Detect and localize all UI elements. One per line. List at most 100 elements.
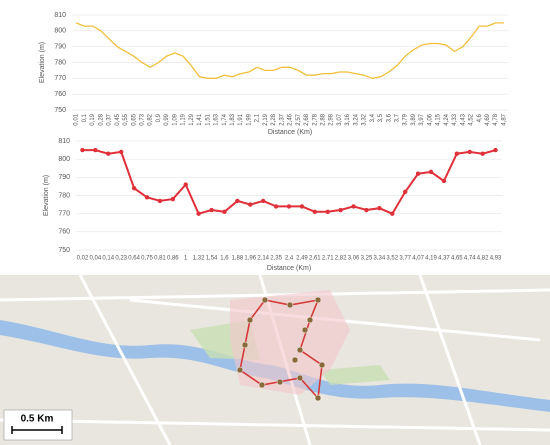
marker (209, 207, 214, 213)
x-tick-label: 3,07 (337, 113, 343, 125)
x-tick-label: 2,28 (271, 113, 277, 125)
y-tick-label: 810 (54, 12, 66, 19)
x-tick-label: 1,09 (172, 113, 178, 125)
x-tick-label: 2,4 (285, 256, 294, 262)
x-tick-label: 2,37 (279, 113, 285, 125)
x-tick-label: 4,93 (490, 256, 502, 262)
x-tick-label: 3,24 (353, 113, 359, 125)
x-tick-label: 4,33 (452, 113, 458, 125)
marker (441, 178, 447, 184)
x-tick-label: 0,64 (128, 256, 140, 262)
x-tick-label: 2,98 (329, 113, 335, 125)
y-tick-label: 770 (58, 211, 70, 218)
marker (428, 169, 434, 175)
x-tick-label: 3,25 (361, 256, 373, 262)
y-tick-label: 760 (58, 229, 70, 236)
marker (402, 189, 408, 195)
x-tick-label: 4,15 (436, 113, 442, 125)
x-tick-label: 3,77 (399, 256, 411, 262)
x-tick-label: 3,16 (345, 113, 351, 125)
x-tick-label: 1,99 (246, 113, 252, 125)
x-tick-label: 2,49 (296, 256, 308, 262)
x-tick-label: 2,78 (312, 113, 318, 125)
x-tick-label: 4,52 (469, 113, 475, 125)
x-tick-label: 2,82 (335, 256, 347, 262)
x-tick-label: 3,7 (395, 113, 401, 122)
x-tick-label: 3,6 (386, 113, 392, 122)
marker (377, 206, 382, 211)
marker (106, 151, 111, 156)
x-tick-label: 4,65 (451, 256, 463, 262)
x-tick-label: 1,54 (206, 256, 218, 262)
x-tick-label: 0,28 (98, 113, 104, 125)
x-tick-label: 1,51 (205, 113, 211, 125)
x-tick-label: 2,71 (322, 256, 334, 262)
scale-bar (11, 426, 63, 434)
x-tick-label: 0,37 (107, 113, 113, 125)
x-axis-label: Distance (Km) (268, 129, 312, 136)
y-tick-label: 790 (58, 174, 70, 181)
x-axis-label: Distance (Km) (267, 265, 311, 272)
marker (235, 198, 240, 204)
x-tick-label: 3,97 (419, 113, 425, 125)
x-tick-label: 2,88 (320, 113, 326, 125)
x-tick-label: 4,74 (464, 256, 476, 262)
x-tick-label: 3,34 (374, 256, 386, 262)
x-tick-label: 4,82 (477, 256, 489, 262)
x-tick-label: 0,82 (148, 113, 154, 125)
marker (467, 149, 472, 155)
x-tick-label: 1,88 (232, 256, 244, 262)
park (320, 365, 390, 385)
x-tick-label: 0,55 (123, 113, 129, 125)
y-axis-label: Elevation (m) (43, 175, 50, 216)
marker (248, 202, 253, 207)
scale-label: 0.5 Km (21, 414, 54, 425)
x-tick-label: 3,06 (348, 256, 360, 262)
marker (118, 149, 124, 155)
marker (273, 204, 279, 209)
x-tick-label: 0,04 (90, 256, 102, 262)
x-tick-label: 1 (184, 256, 188, 262)
x-tick-label: 2,14 (257, 256, 269, 262)
x-tick-label: 2,46 (288, 113, 294, 125)
x-tick-label: 1,74 (222, 113, 228, 125)
x-tick-label: 3,32 (362, 113, 368, 125)
x-tick-label: 4,87 (501, 113, 507, 125)
marker (364, 207, 369, 213)
x-tick-label: 2,57 (296, 113, 302, 125)
marker (390, 211, 395, 216)
x-tick-label: 0,81 (154, 256, 166, 262)
x-tick-label: 3,79 (403, 113, 409, 125)
marker (480, 151, 485, 156)
x-tick-label: 4,24 (444, 113, 450, 125)
marker (454, 151, 460, 156)
x-tick-label: 0,99 (164, 113, 170, 125)
line (75, 22, 504, 79)
x-tick-label: 0,23 (115, 256, 127, 262)
scale-box (3, 409, 73, 441)
y-tick-label: 810 (58, 138, 70, 145)
y-axis-label: Elevation (m) (39, 42, 46, 83)
y-tick-label: 760 (54, 91, 66, 98)
x-tick-label: 2,61 (309, 256, 321, 262)
marker (493, 147, 498, 153)
x-tick-label: 1,41 (197, 113, 203, 125)
x-tick-label: 3,4 (370, 113, 376, 122)
y-tick-label: 800 (54, 28, 66, 35)
marker (170, 196, 176, 202)
marker (144, 195, 150, 200)
marker (299, 204, 305, 209)
marker (338, 207, 343, 213)
x-tick-label: 1,29 (189, 113, 195, 125)
marker (183, 182, 188, 187)
x-tick-label: 0,45 (115, 113, 121, 125)
line (82, 149, 496, 215)
marker (196, 211, 201, 216)
marker (286, 204, 292, 209)
x-tick-label: 1,63 (214, 113, 220, 125)
map: 0.5 Km (0, 274, 550, 445)
x-tick-label: 2,35 (270, 256, 282, 262)
y-tick-label: 750 (54, 107, 66, 114)
x-tick-label: 3,5 (378, 113, 384, 122)
